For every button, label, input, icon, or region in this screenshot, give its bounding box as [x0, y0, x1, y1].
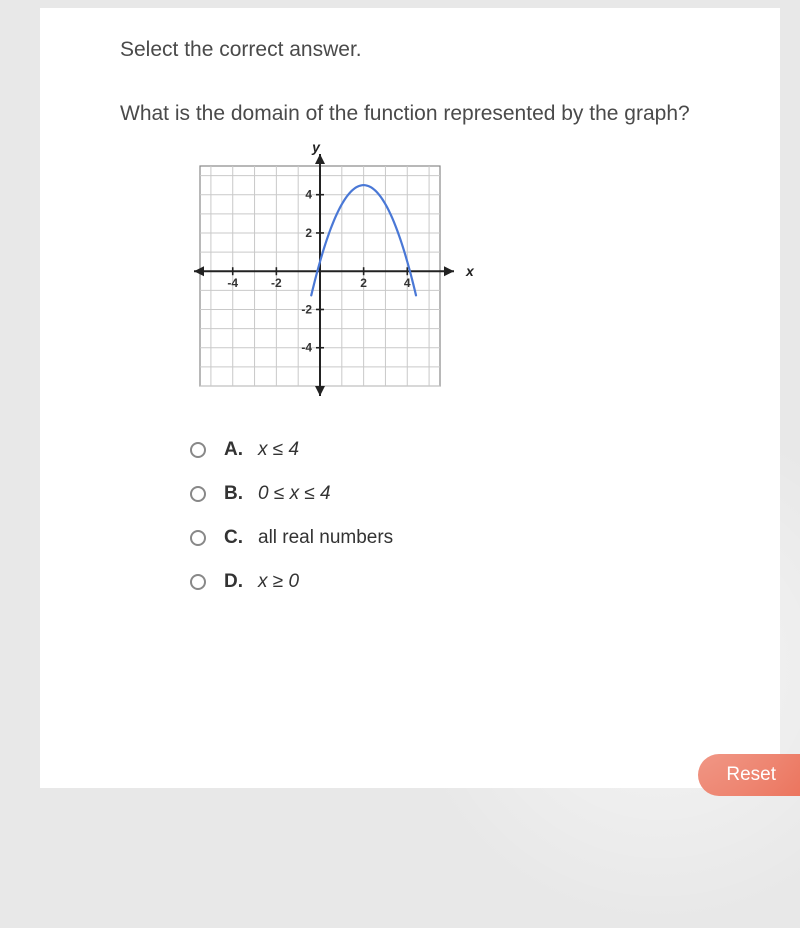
option-b[interactable]: B.0 ≤ x ≤ 4 [190, 483, 740, 505]
svg-text:-4: -4 [301, 341, 312, 355]
svg-text:y: y [311, 144, 321, 155]
instruction-text: Select the correct answer. [120, 38, 740, 62]
option-c[interactable]: C.all real numbers [190, 527, 740, 549]
question-page: Select the correct answer. What is the d… [40, 8, 780, 788]
graph-container: -4 -2 2 4 -4 -2 2 4 x y [180, 144, 740, 404]
svg-text:-4: -4 [227, 276, 238, 290]
option-text: x ≥ 0 [258, 571, 299, 593]
radio-icon[interactable] [190, 486, 206, 502]
svg-text:-2: -2 [301, 302, 312, 316]
svg-text:4: 4 [404, 276, 411, 290]
svg-text:-2: -2 [271, 276, 282, 290]
option-text: all real numbers [258, 527, 393, 549]
option-letter: D. [224, 571, 258, 593]
svg-text:2: 2 [305, 226, 312, 240]
option-letter: C. [224, 527, 258, 549]
option-text: x ≤ 4 [258, 439, 299, 461]
radio-icon[interactable] [190, 442, 206, 458]
radio-icon[interactable] [190, 574, 206, 590]
option-letter: A. [224, 439, 258, 461]
option-letter: B. [224, 483, 258, 505]
radio-icon[interactable] [190, 530, 206, 546]
svg-text:4: 4 [305, 188, 312, 202]
option-text: 0 ≤ x ≤ 4 [258, 483, 331, 505]
svg-text:x: x [465, 263, 475, 279]
svg-text:2: 2 [360, 276, 367, 290]
answer-options: A.x ≤ 4B.0 ≤ x ≤ 4C.all real numbersD.x … [190, 439, 740, 593]
option-d[interactable]: D.x ≥ 0 [190, 571, 740, 593]
function-graph: -4 -2 2 4 -4 -2 2 4 x y [180, 144, 480, 404]
reset-button[interactable]: Reset [698, 754, 800, 796]
question-text: What is the domain of the function repre… [120, 102, 740, 126]
option-a[interactable]: A.x ≤ 4 [190, 439, 740, 461]
